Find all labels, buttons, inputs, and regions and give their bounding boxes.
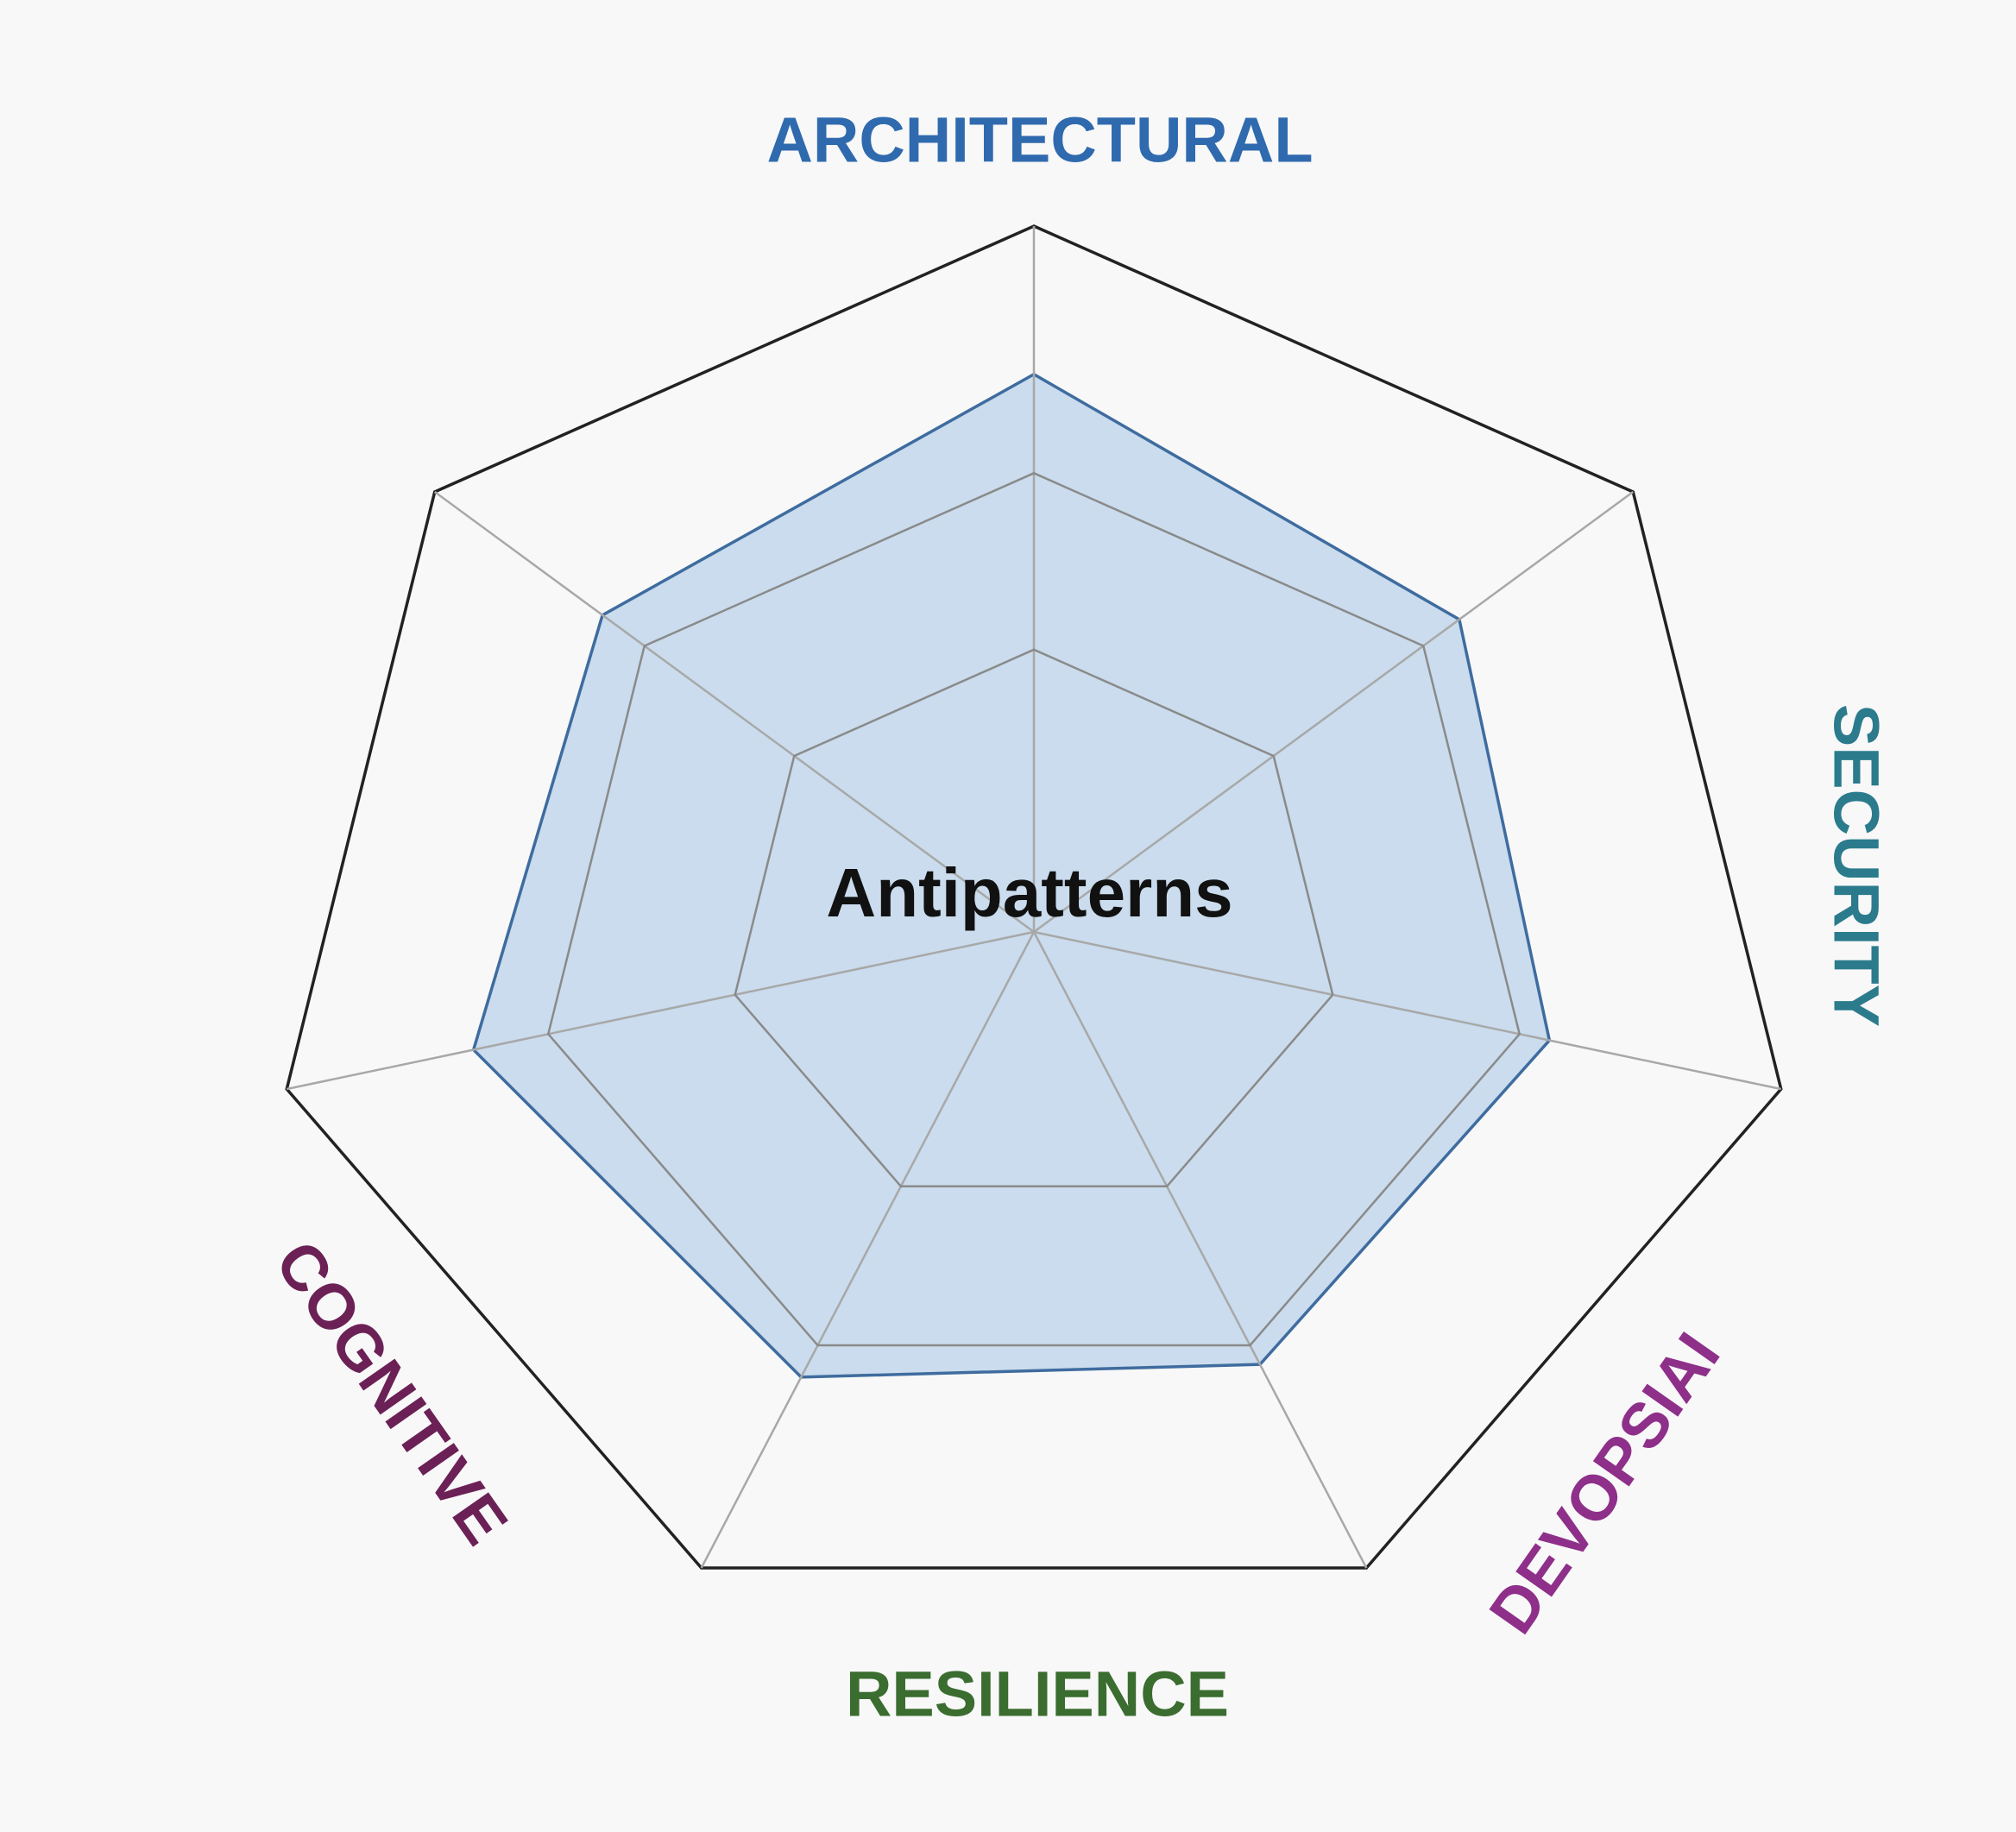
spoke bbox=[433, 490, 1035, 934]
axis-label: ARCHITECTURAL bbox=[766, 104, 1313, 176]
data-area bbox=[471, 372, 1552, 1379]
spoke bbox=[1033, 490, 1635, 934]
spoke bbox=[1032, 931, 1368, 1569]
axis-label: SECURITY bbox=[1820, 704, 1892, 1027]
grid-ring bbox=[285, 224, 1783, 1570]
grid-ring bbox=[546, 471, 1521, 1347]
spoke bbox=[1033, 930, 1781, 1091]
axis-label: RESILIENCE bbox=[846, 1659, 1229, 1730]
grid bbox=[287, 226, 1781, 1569]
spoke bbox=[287, 930, 1035, 1091]
chart-title: Antipatterns bbox=[826, 854, 1232, 931]
marks bbox=[285, 224, 1783, 1570]
grid-ring bbox=[734, 648, 1334, 1188]
spoke bbox=[700, 931, 1036, 1569]
